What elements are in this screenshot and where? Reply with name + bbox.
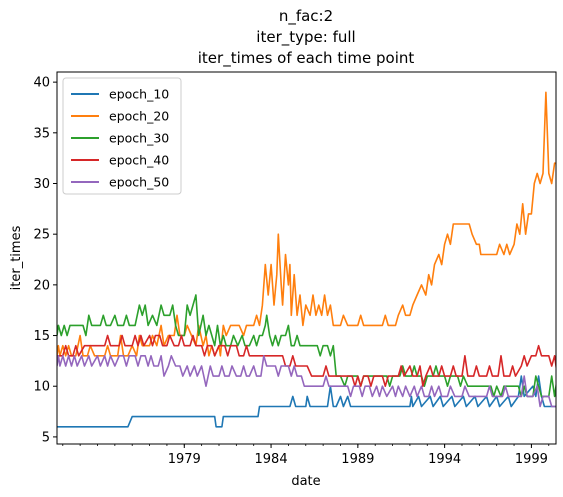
plot-frame — [56, 71, 557, 445]
chart-title-line-3: iter_times of each time point — [198, 49, 415, 68]
series-line-epoch_40 — [57, 334, 556, 387]
y-tick-label: 20 — [33, 278, 50, 293]
chart-title-line-2: iter_type: full — [256, 28, 355, 47]
legend: epoch_10 epoch_20 epoch_30 epoch_40 epoch_50 — [62, 77, 182, 195]
y-tick-label: 10 — [33, 380, 50, 395]
series-line-epoch_50 — [57, 355, 556, 408]
x-tick-label: 1989 — [341, 452, 374, 467]
y-tick-label: 5 — [42, 430, 50, 445]
x-axis-label: date — [291, 474, 320, 489]
y-tick-label: 15 — [33, 329, 50, 344]
legend-label-epoch_40: epoch_40 — [109, 153, 169, 168]
legend-box — [62, 77, 182, 195]
chart-title-line-1: n_fac:2 — [279, 7, 333, 26]
series-line-epoch_10 — [57, 375, 556, 428]
y-tick-label: 25 — [33, 228, 50, 243]
legend-label-epoch_10: epoch_10 — [109, 87, 169, 102]
legend-label-epoch_50: epoch_50 — [109, 175, 169, 190]
series-line-epoch_30 — [57, 294, 556, 398]
y-tick-label: 30 — [33, 177, 50, 192]
x-tick-label: 1994 — [428, 452, 461, 467]
y-tick-label: 35 — [33, 126, 50, 141]
x-tick-label: 1984 — [255, 452, 288, 467]
series-line-epoch_20 — [57, 91, 556, 357]
legend-label-epoch_30: epoch_30 — [109, 131, 169, 146]
x-axis-ticks: 1979 1984 1989 1994 1999 — [62, 444, 550, 467]
y-tick-label: 40 — [33, 76, 50, 91]
legend-label-epoch_20: epoch_20 — [109, 109, 169, 124]
series-lines — [57, 91, 556, 428]
x-tick-label: 1979 — [168, 452, 201, 467]
x-tick-label: 1999 — [515, 452, 548, 467]
y-axis-ticks: 5 10 15 20 25 30 35 40 — [33, 76, 57, 445]
y-axis-label: iter_times — [9, 225, 24, 290]
